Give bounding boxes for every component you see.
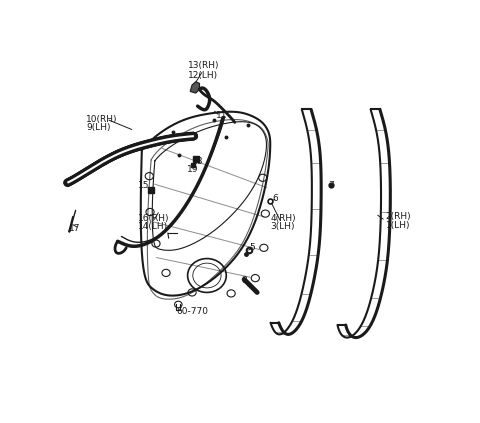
Text: 5: 5 — [249, 243, 255, 252]
Text: 4(RH): 4(RH) — [270, 214, 296, 223]
Text: 9(LH): 9(LH) — [86, 123, 110, 132]
Text: 7: 7 — [328, 181, 334, 190]
Text: 10(RH): 10(RH) — [86, 115, 118, 124]
Text: 18: 18 — [192, 157, 204, 166]
Text: 14(LH): 14(LH) — [138, 222, 168, 231]
Text: 3(LH): 3(LH) — [270, 222, 295, 231]
Text: 2(RH): 2(RH) — [385, 212, 411, 221]
Text: 16(RH): 16(RH) — [138, 214, 169, 223]
Text: 60-770: 60-770 — [176, 308, 208, 316]
Text: 15: 15 — [138, 181, 150, 190]
Text: 12(LH): 12(LH) — [188, 71, 218, 80]
Text: 19: 19 — [186, 165, 198, 174]
Polygon shape — [190, 82, 200, 93]
Text: 11: 11 — [216, 111, 228, 121]
Text: 8: 8 — [241, 276, 247, 285]
Text: 17: 17 — [69, 224, 81, 233]
Text: 1(LH): 1(LH) — [385, 220, 410, 230]
Text: 13(RH): 13(RH) — [188, 61, 219, 70]
Text: 6: 6 — [273, 195, 278, 203]
Polygon shape — [67, 132, 194, 187]
